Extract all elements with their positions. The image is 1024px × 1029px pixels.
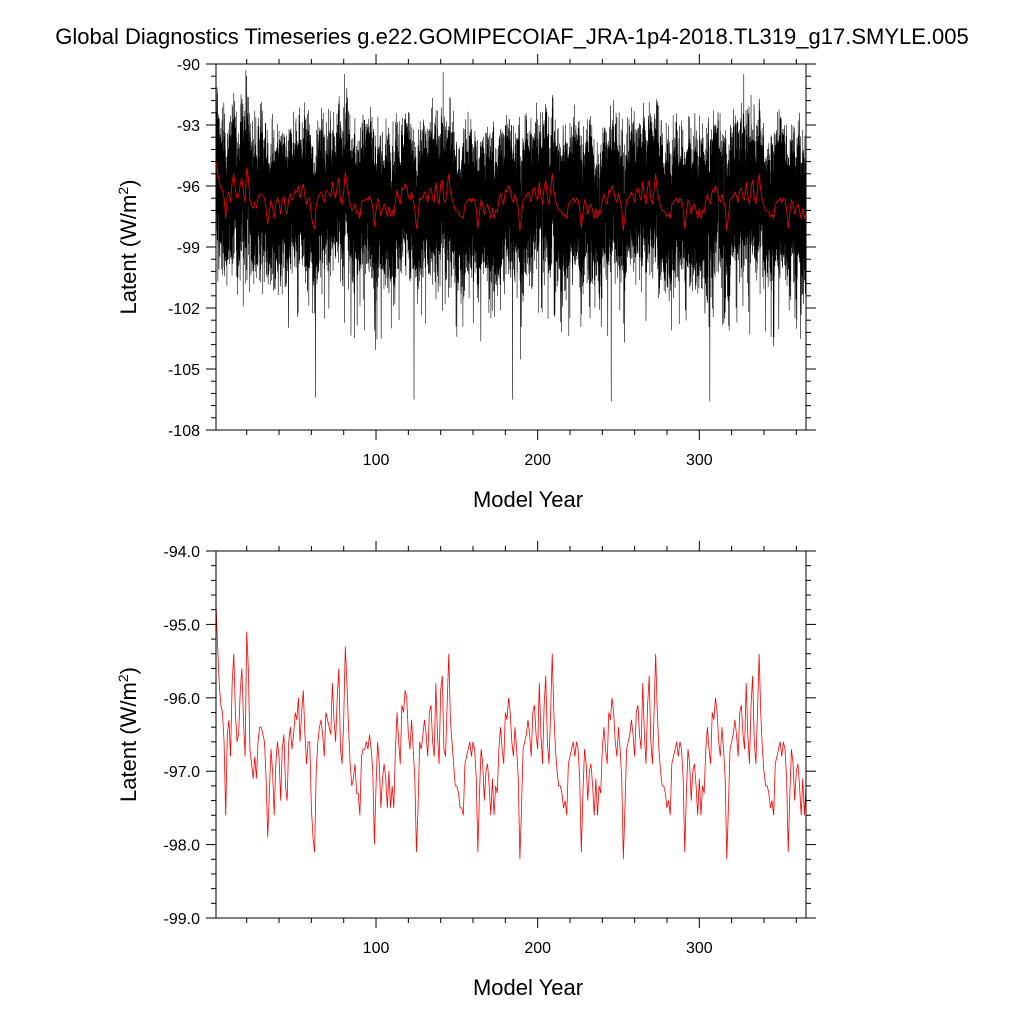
x-tick-label: 200: [524, 940, 551, 957]
panel-top-latent-monthly: 100 200 300 -108 -105 -102 -99 -96 -93 -90 Model Y…: [115, 54, 816, 512]
plot-frame: [215, 550, 807, 919]
y-tick-label: -90: [177, 57, 200, 74]
y-axis-label: Latent (W/m2): [115, 180, 141, 315]
y-tick-label: -96.0: [164, 691, 201, 708]
series-monthly-latent: [216, 70, 806, 402]
y-tick-label: -96: [177, 179, 200, 196]
y-tick-label: -99: [177, 240, 200, 257]
y-tick-label: -94.0: [164, 544, 201, 561]
x-tick-label: 300: [686, 940, 713, 957]
x-tick-label: 100: [363, 452, 390, 469]
figure-title: Global Diagnostics Timeseries g.e22.GOMI…: [55, 24, 969, 49]
y-axis-label: Latent (W/m2): [115, 667, 141, 802]
y-tick-label: -108: [168, 423, 200, 440]
x-axis-label: Model Year: [473, 975, 583, 1000]
x-axis-label: Model Year: [473, 487, 583, 512]
y-tick-label: -93: [177, 118, 200, 135]
series-annual-mean-latent: [216, 602, 806, 860]
y-tick-label: -95.0: [164, 617, 201, 634]
y-tick-label: -102: [168, 301, 200, 318]
y-tick-label: -97.0: [164, 764, 201, 781]
y-tick-label: -98.0: [164, 838, 201, 855]
panel-bottom-latent-annual: 100 200 300 -99.0 -98.0 -97.0 -96.0 -95.0 -94.0 M…: [115, 541, 816, 1000]
x-tick-label: 200: [524, 452, 551, 469]
x-tick-label: 300: [686, 452, 713, 469]
y-tick-label: -99.0: [164, 911, 201, 928]
y-tick-label: -105: [168, 362, 200, 379]
x-tick-label: 100: [363, 940, 390, 957]
series-annual-mean-latent: [216, 159, 806, 231]
